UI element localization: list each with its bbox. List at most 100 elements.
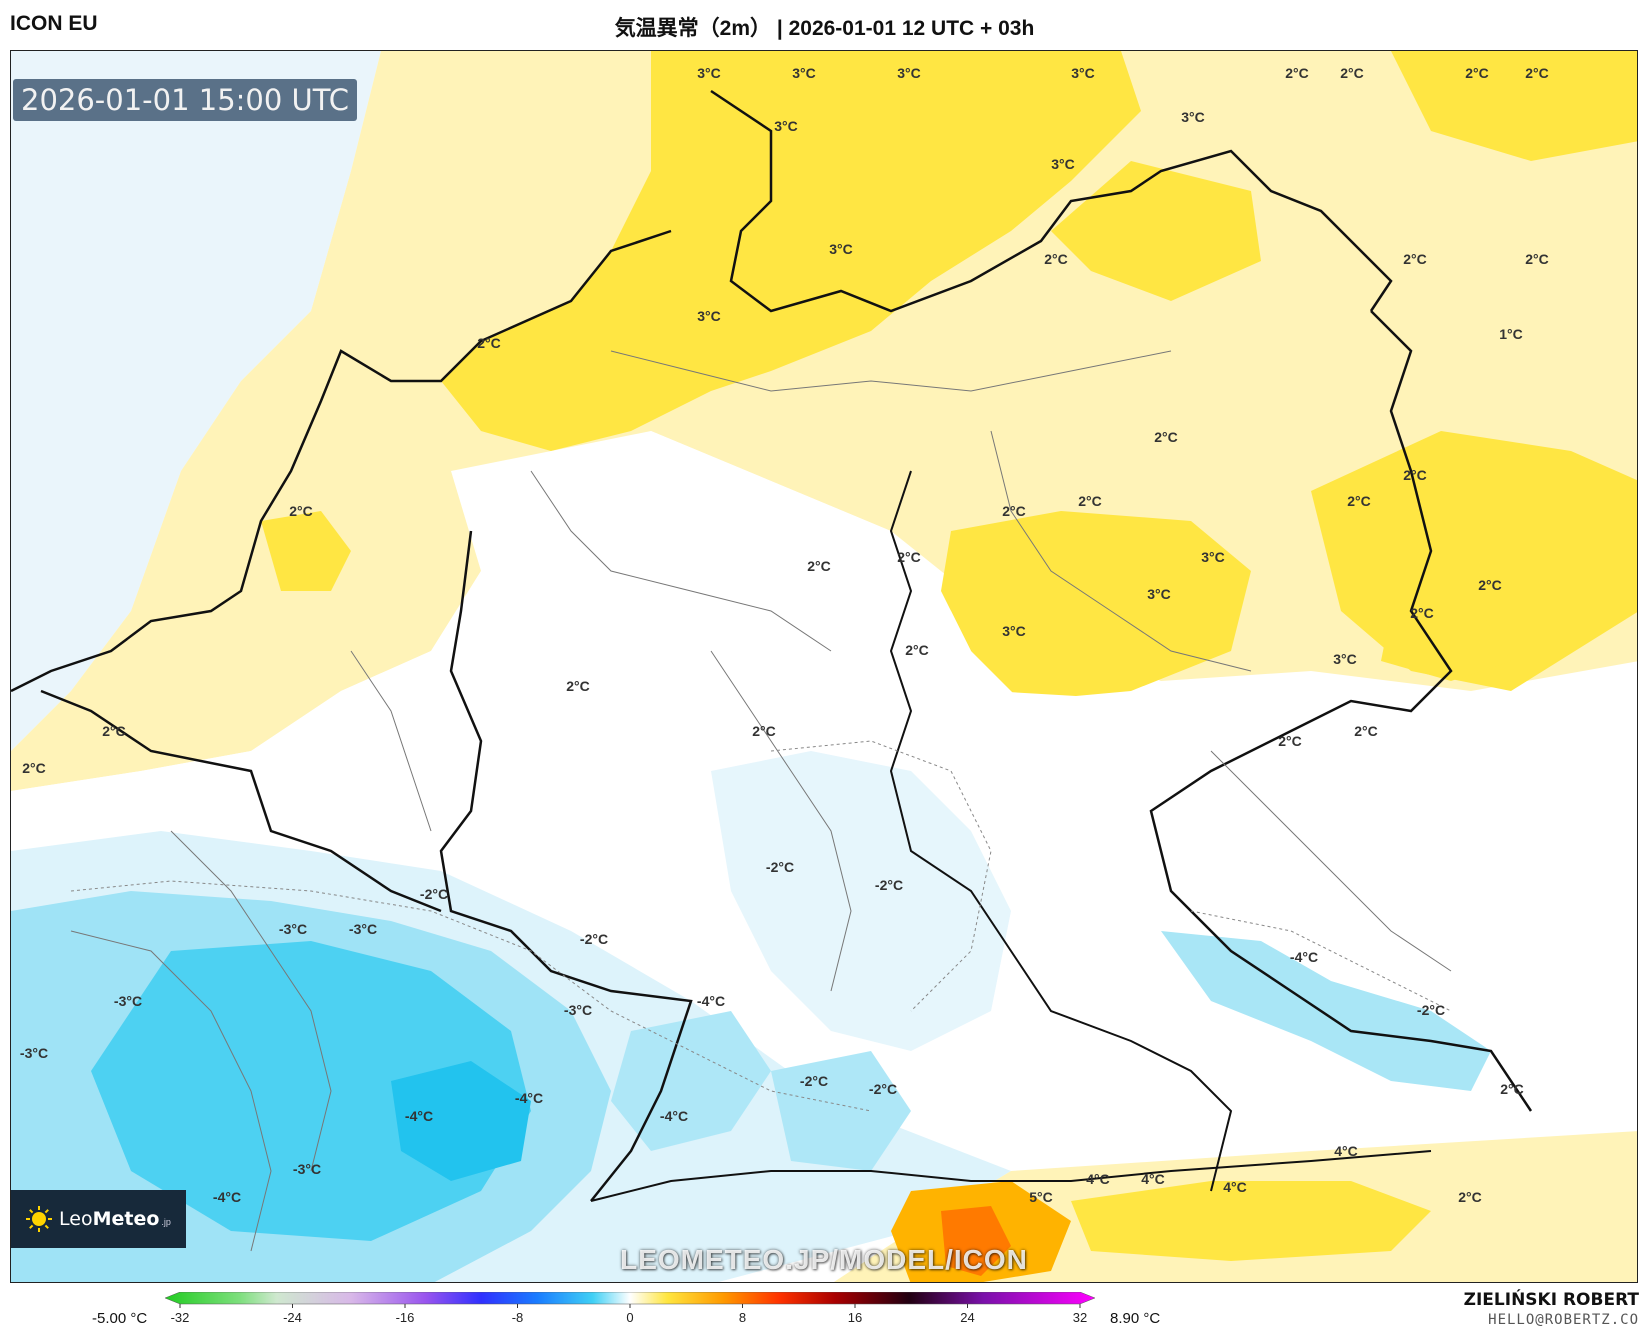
contour-label: 2°C <box>22 760 46 776</box>
contour-label: 3°C <box>897 65 921 81</box>
author-name: ZIELIŃSKI ROBERT <box>1463 1290 1639 1310</box>
contour-label: 2°C <box>1403 251 1427 267</box>
contour-label: -4°C <box>1289 949 1319 965</box>
valid-time-badge: 2026-01-01 15:00 UTC <box>13 79 358 121</box>
border-west-south <box>439 530 693 1202</box>
cold-core-deep <box>391 1061 531 1181</box>
watermark-url: LEOMETEO.JP/MODEL/ICON <box>620 1244 1028 1275</box>
colorbar-max-label: 8.90 °C <box>1110 1310 1161 1327</box>
leometeo-logo[interactable]: LeoMeteo .jp <box>11 1190 186 1248</box>
contour-label: 2°C <box>102 723 126 739</box>
contour-label: 1°C <box>1499 326 1523 342</box>
cold-core-southwest <box>91 941 531 1241</box>
logo-text: LeoMeteo <box>59 1208 160 1230</box>
colorbar-tick-label: 0 <box>626 1310 633 1325</box>
contour-label: -2°C <box>579 931 609 947</box>
contour-label: 2°C <box>807 558 831 574</box>
contour-label: 5°C <box>1029 1189 1053 1205</box>
coastline-north <box>710 89 1393 313</box>
warm-patch-east-2 <box>1381 611 1511 681</box>
contour-label: -3°C <box>563 1002 593 1018</box>
sun-icon <box>26 1206 52 1232</box>
sea-cold-area <box>11 51 381 751</box>
contour-label: 2°C <box>1078 493 1102 509</box>
contour-label: 2°C <box>1478 577 1502 593</box>
contour-label: 3°C <box>829 241 853 257</box>
contour-label: 2°C <box>1044 251 1068 267</box>
colorbar-tick-label: -16 <box>396 1310 415 1325</box>
contour-label: 2°C <box>1278 733 1302 749</box>
contour-label: 3°C <box>697 65 721 81</box>
colorbar-tick-label: 24 <box>960 1310 974 1325</box>
logo-suffix: .jp <box>161 1217 171 1227</box>
contour-label: 2°C <box>1354 723 1378 739</box>
contour-label: 3°C <box>792 65 816 81</box>
colorbar-tick-label: -8 <box>512 1310 524 1325</box>
cold-patch-south <box>611 1011 771 1151</box>
contour-label: -4°C <box>404 1108 434 1124</box>
contour-label: -3°C <box>113 993 143 1009</box>
contour-label: -2°C <box>799 1073 829 1089</box>
warm-core-north <box>441 51 1141 451</box>
anomaly-map <box>11 51 1637 1282</box>
contour-label: 2°C <box>1347 493 1371 509</box>
contour-label: 2°C <box>1340 65 1364 81</box>
contour-label: -2°C <box>1416 1002 1446 1018</box>
contour-label: 3°C <box>1071 65 1095 81</box>
border-central <box>889 470 1233 1192</box>
contour-label: 3°C <box>1147 586 1171 602</box>
colorbar: -32 -24 -16 -8 0 8 16 24 32 <box>165 1292 1095 1325</box>
contour-label: 3°C <box>697 308 721 324</box>
contour-label: -2°C <box>868 1081 898 1097</box>
contour-label: 2°C <box>905 642 929 658</box>
contour-label: 3°C <box>1002 623 1026 639</box>
warm-core-far-east <box>1391 51 1637 161</box>
map-title: 気温異常（2m） | 2026-01-01 12 UTC + 03h <box>614 17 1035 40</box>
contour-label: 2°C <box>1002 503 1026 519</box>
contour-label: -4°C <box>514 1090 544 1106</box>
contour-label: 3°C <box>774 118 798 134</box>
hot-core-south <box>941 1206 1011 1276</box>
contour-label: 2°C <box>477 335 501 351</box>
contour-label: 3°C <box>1181 109 1205 125</box>
border-east <box>1149 310 1533 1112</box>
coastline-west <box>11 229 672 693</box>
colorbar-min-label: -5.00 °C <box>92 1310 148 1327</box>
contour-label: 2°C <box>1525 251 1549 267</box>
colorbar-tick-label: -24 <box>283 1310 302 1325</box>
contour-label: 4°C <box>1141 1171 1165 1187</box>
contour-label: 3°C <box>1051 156 1075 172</box>
contour-label: 2°C <box>1410 605 1434 621</box>
contour-label: 2°C <box>752 723 776 739</box>
contour-label: -2°C <box>765 859 795 875</box>
cold-patch-south-2 <box>771 1051 911 1171</box>
contour-label: 2°C <box>289 503 313 519</box>
border-france <box>40 689 442 913</box>
contour-label: 2°C <box>566 678 590 694</box>
contour-label: 2°C <box>1285 65 1309 81</box>
colorbar-tick-label: -32 <box>171 1310 190 1325</box>
contour-label: 2°C <box>1525 65 1549 81</box>
contour-label: 2°C <box>1403 467 1427 483</box>
colorbar-tick-label: 16 <box>848 1310 862 1325</box>
contour-label: -3°C <box>292 1161 322 1177</box>
contour-label: -3°C <box>348 921 378 937</box>
contour-label: 4°C <box>1334 1143 1358 1159</box>
author-email[interactable]: HELLO@ROBERTZ.CO <box>1488 1312 1639 1328</box>
contour-label: -4°C <box>659 1108 689 1124</box>
map-frame[interactable]: 3°C 3°C 3°C 3°C 2°C 2°C 2°C 2°C 3°C 3°C 3°C 3°C 2°C 2… <box>10 50 1638 1283</box>
contour-label: -2°C <box>874 877 904 893</box>
cold-light-central <box>711 751 1011 1051</box>
contour-label: 4°C <box>1086 1171 1110 1187</box>
warm-patch-central <box>941 511 1251 701</box>
contour-label: 2°C <box>1154 429 1178 445</box>
contour-label: -4°C <box>212 1189 242 1205</box>
contour-label: 2°C <box>1500 1081 1524 1097</box>
warm-patch-west <box>261 511 351 591</box>
model-name: ICON EU <box>10 12 98 35</box>
colorbar-tick-label: 32 <box>1073 1310 1087 1325</box>
anomaly-contours <box>70 740 1452 1112</box>
colorbar-ticks: -32 -24 -16 -8 0 8 16 24 32 <box>171 1304 1087 1325</box>
border-south <box>590 1150 1432 1202</box>
contour-label: -4°C <box>696 993 726 1009</box>
